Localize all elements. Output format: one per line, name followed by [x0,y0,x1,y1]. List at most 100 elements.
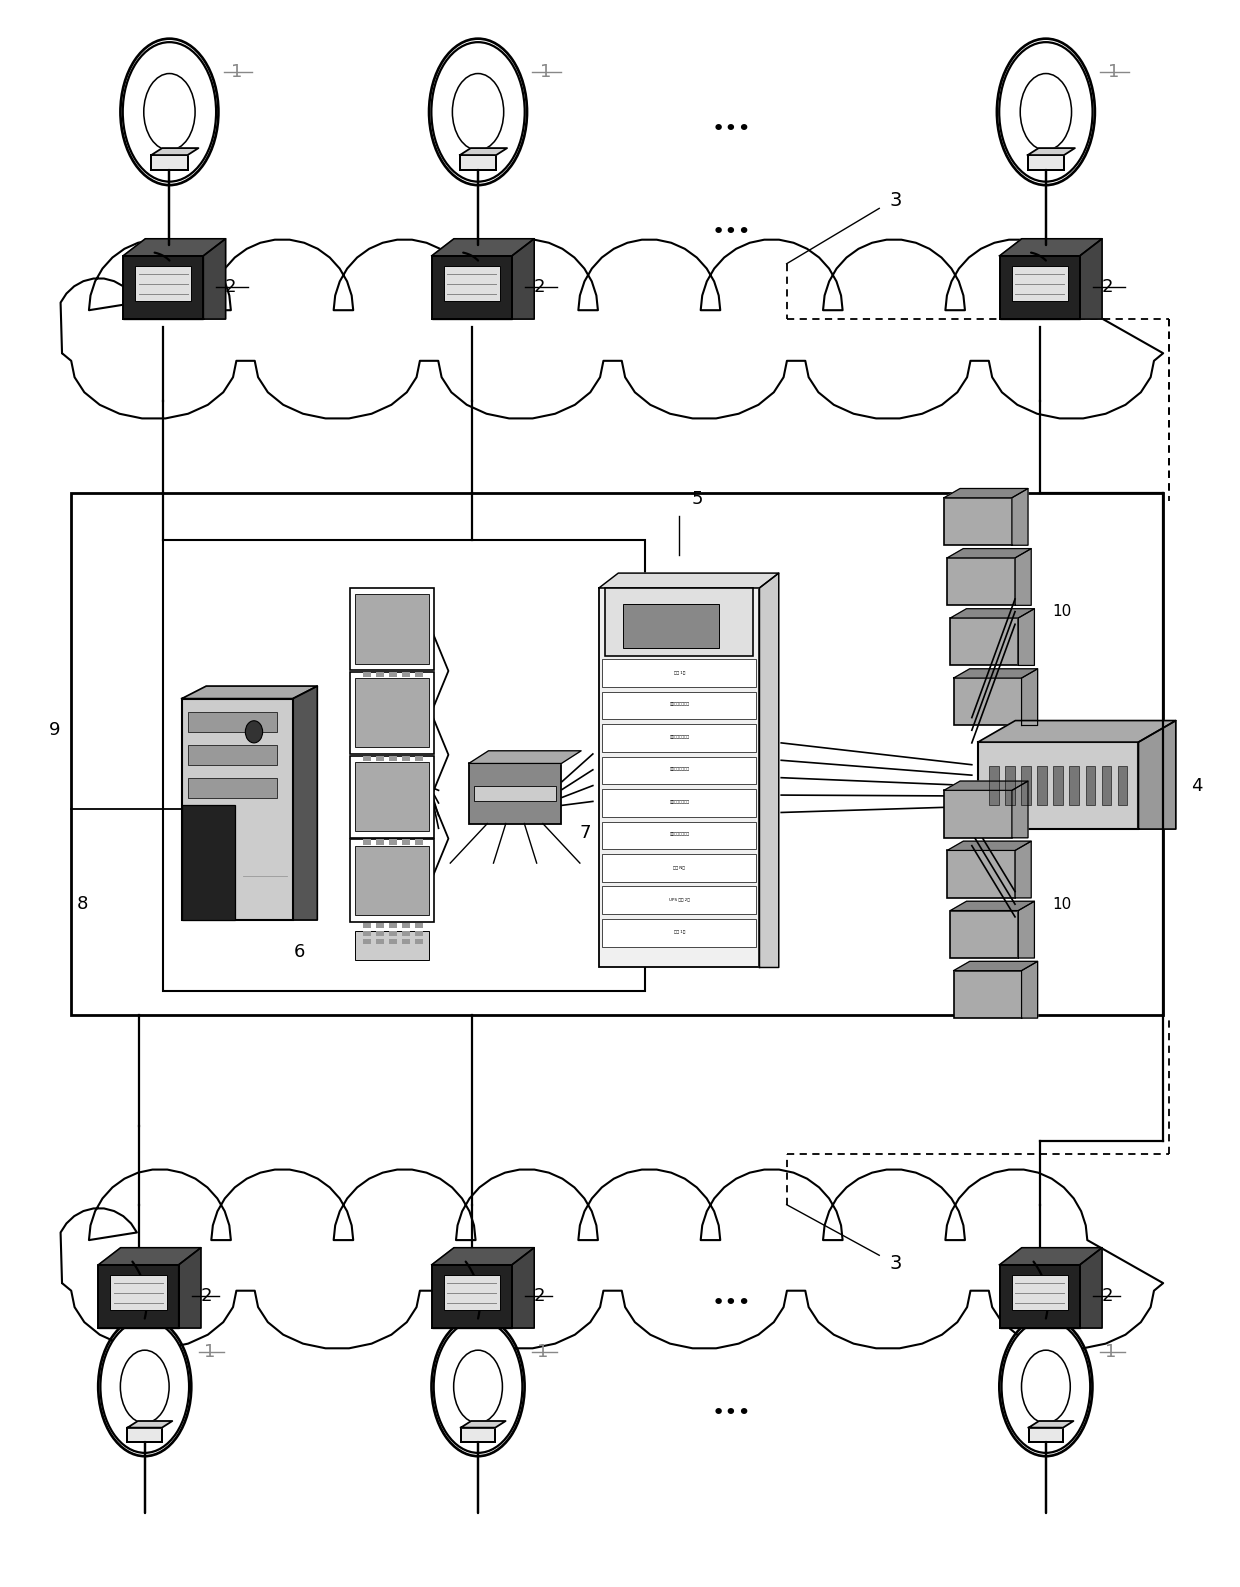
Text: 10: 10 [1052,605,1071,619]
Bar [990,767,999,805]
Bar [605,587,753,657]
Bar [377,855,384,860]
Polygon shape [1029,1420,1074,1428]
Bar [402,847,409,852]
Bar [1117,767,1127,805]
Polygon shape [947,549,1032,559]
Bar [951,911,1018,959]
Bar [603,887,756,914]
Bar [182,805,236,920]
Bar [444,267,500,302]
Bar [415,847,423,852]
Polygon shape [947,841,1032,851]
Ellipse shape [999,43,1092,181]
Ellipse shape [120,1351,169,1424]
Bar [402,755,409,760]
Bar [389,671,397,678]
Ellipse shape [432,43,525,181]
Bar [355,679,429,708]
Bar [603,692,756,719]
Bar [460,156,496,170]
Text: 一体化接收捕获机: 一体化接收捕获机 [670,735,689,740]
Bar [461,1428,495,1441]
Bar [1054,767,1063,805]
Polygon shape [1012,781,1028,838]
Text: 7: 7 [579,824,590,843]
Polygon shape [951,609,1034,617]
Text: •••: ••• [712,119,751,140]
Bar [603,854,756,882]
Bar [355,932,429,960]
Text: 一体化接收捕获机: 一体化接收捕获机 [670,703,689,706]
Bar [402,771,409,776]
Bar [363,763,371,768]
Bar [188,746,278,765]
Bar [363,755,371,760]
Bar [377,840,384,844]
Circle shape [246,720,263,743]
Bar [1028,156,1064,170]
Text: 5: 5 [692,490,703,508]
Bar [363,924,371,928]
Bar [377,924,384,928]
Text: 1: 1 [539,63,551,81]
Bar [377,671,384,678]
Polygon shape [1022,962,1038,1019]
Bar [355,763,429,792]
Bar [402,687,409,694]
Bar [415,771,423,776]
Text: 4: 4 [1192,776,1203,795]
Bar [164,541,645,992]
Bar [469,763,562,824]
Bar [954,678,1022,725]
Text: 3: 3 [889,190,901,209]
Bar [363,679,371,686]
Polygon shape [432,1265,512,1328]
Text: 空调 1台: 空调 1台 [673,930,684,933]
Bar [355,678,429,747]
Text: 2: 2 [1101,278,1114,297]
Bar [1101,767,1111,805]
Polygon shape [999,1247,1102,1265]
Polygon shape [978,720,1176,743]
Polygon shape [460,148,507,156]
Bar [415,679,423,686]
Polygon shape [151,148,198,156]
Polygon shape [1138,720,1176,828]
Ellipse shape [100,1320,188,1452]
Bar [350,840,434,922]
Polygon shape [61,1170,1163,1349]
Polygon shape [61,240,1163,419]
Bar [389,847,397,852]
Bar [363,671,371,678]
Polygon shape [1018,609,1034,665]
Bar [355,846,429,916]
Bar [978,743,1138,828]
Bar [415,671,423,678]
Bar [350,671,434,754]
Polygon shape [999,238,1102,256]
Polygon shape [469,751,582,763]
Bar [389,687,397,694]
Bar [363,855,371,860]
Bar [1012,1276,1068,1309]
Text: 3: 3 [889,1254,901,1273]
Bar [363,932,371,936]
Polygon shape [179,1247,201,1328]
Text: 2: 2 [533,278,546,297]
Text: 1: 1 [537,1343,548,1360]
Ellipse shape [434,1320,522,1452]
Bar [389,932,397,936]
Text: 2: 2 [533,1287,546,1306]
Polygon shape [432,238,534,256]
Polygon shape [1018,901,1034,959]
Bar [1085,767,1095,805]
Bar [947,559,1016,605]
Polygon shape [1016,841,1032,898]
Text: UPS 电源 2台: UPS 电源 2台 [668,897,689,901]
Polygon shape [432,256,512,319]
Ellipse shape [454,1351,502,1424]
Polygon shape [123,238,226,256]
Bar [402,932,409,936]
Polygon shape [461,1420,506,1428]
